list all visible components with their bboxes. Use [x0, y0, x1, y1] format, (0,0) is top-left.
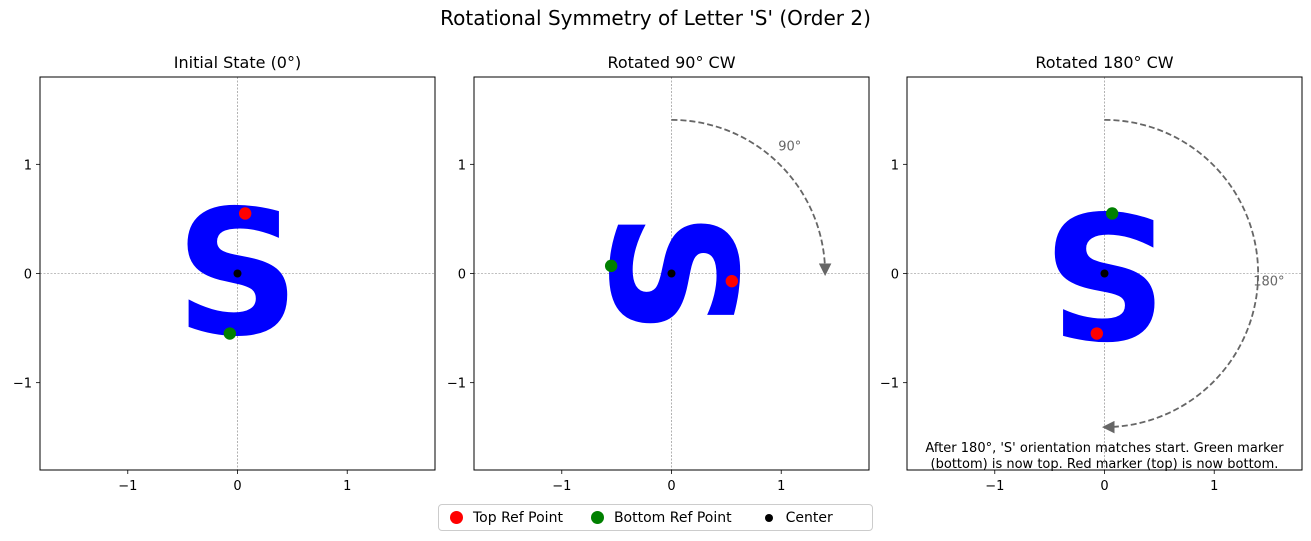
x-tick-label: 1 — [777, 479, 785, 494]
top-ref-point-point — [725, 274, 739, 288]
center-point — [1100, 269, 1109, 278]
y-tick-label: 0 — [458, 268, 466, 283]
x-tick-label: −1 — [552, 479, 571, 494]
x-tick-label: 1 — [343, 479, 351, 494]
legend-item-center: Center — [764, 509, 833, 526]
black-dot-icon — [764, 513, 773, 522]
y-tick-label: 0 — [24, 268, 32, 283]
panel-1: Initial State (0°)S−1 0 1−101 — [13, 53, 436, 494]
rotation-arc-label: 180° — [1253, 275, 1284, 290]
y-tick-label: −1 — [447, 377, 466, 392]
top-ref-point-point — [1090, 327, 1104, 340]
top-ref-point-point — [238, 207, 252, 220]
legend-label-top-ref: Top Ref Point — [473, 509, 563, 526]
bottom-ref-point-point — [604, 259, 618, 273]
y-tick-label: 0 — [891, 268, 899, 283]
rotation-arc — [1101, 118, 1259, 434]
green-dot-icon — [590, 511, 604, 524]
x-tick-label: −1 — [985, 479, 1004, 494]
bottom-ref-point-point — [223, 327, 237, 340]
legend: Top Ref Point Bottom Ref Point Center — [438, 504, 873, 531]
y-tick-label: 1 — [891, 158, 899, 173]
rotation-arc-label: 90° — [778, 140, 801, 155]
panel-title: Rotated 180° CW — [1035, 53, 1173, 72]
panel-title: Initial State (0°) — [174, 53, 301, 72]
annotation-line: After 180°, 'S' orientation matches star… — [925, 441, 1284, 456]
x-tick-label: 0 — [1100, 479, 1108, 494]
figure-title: Rotational Symmetry of Letter 'S' (Order… — [440, 6, 871, 30]
y-tick-label: 1 — [24, 158, 32, 173]
x-tick-label: 1 — [1210, 479, 1218, 494]
red-dot-icon — [450, 511, 463, 524]
x-tick-label: −1 — [118, 479, 137, 494]
y-tick-label: 1 — [458, 158, 466, 173]
y-tick-label: −1 — [13, 377, 32, 392]
annotation-line: (bottom) is now top. Red marker (top) is… — [931, 457, 1279, 472]
rotation-arc — [671, 118, 832, 277]
y-tick-label: −1 — [880, 377, 899, 392]
legend-item-top-ref: Top Ref Point — [450, 510, 563, 526]
center-point — [233, 269, 242, 278]
legend-label-center: Center — [785, 509, 833, 526]
panel-title: Rotated 90° CW — [607, 53, 735, 72]
x-tick-label: 0 — [233, 479, 241, 494]
x-tick-label: 0 — [667, 479, 675, 494]
bottom-ref-point-point — [1105, 207, 1119, 220]
legend-item-bottom-ref: Bottom Ref Point — [590, 509, 732, 526]
legend-label-bottom-ref: Bottom Ref Point — [613, 509, 732, 526]
center-point — [667, 269, 676, 278]
